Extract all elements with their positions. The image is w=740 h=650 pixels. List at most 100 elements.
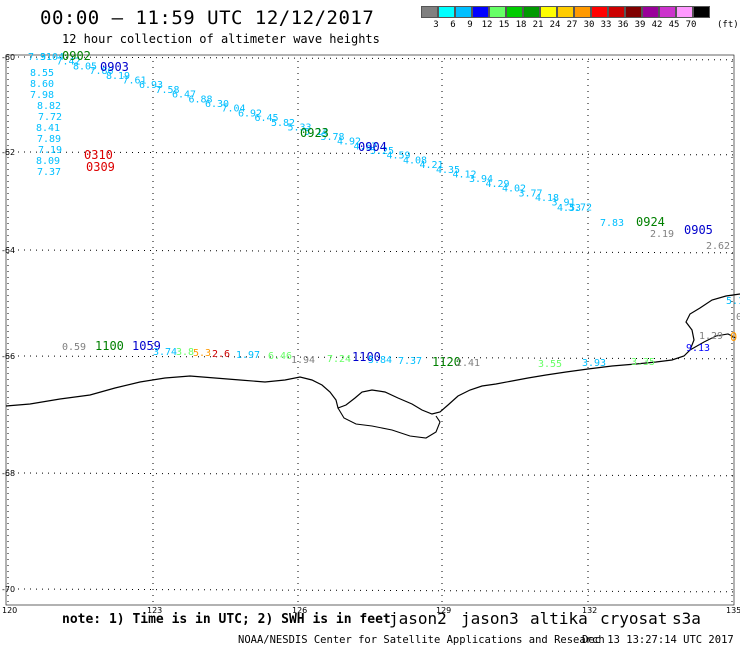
legend-swatch: 45 [659, 6, 679, 32]
legend-swatch-label: 30 [583, 20, 595, 30]
track-point: 7.61 [123, 76, 147, 87]
track-point: 6.45 [255, 113, 279, 124]
wave-height-value: 0.59 [62, 342, 86, 353]
legend-swatch-label: 21 [532, 20, 544, 30]
track-point: 6.88 [189, 94, 213, 105]
wave-height-value: 7.98 [30, 90, 54, 101]
pass-label: 0904 [358, 140, 387, 154]
legend-swatch: 70 [676, 6, 696, 32]
latitude-line [18, 588, 733, 593]
track-point: 0 [730, 330, 737, 344]
wave-height-value: 8.09 [36, 156, 60, 167]
wave-height-value: 7.31 [28, 52, 52, 63]
coastline-main [5, 293, 740, 415]
lat-tick-label: -64 [2, 246, 15, 255]
pass-label: 0903 [100, 60, 129, 74]
legend-swatch-label: 15 [498, 20, 510, 30]
lon-tick-label: 120 [2, 606, 17, 615]
track-point: 3.72 [568, 202, 592, 213]
lon-tick-label: 123 [147, 606, 162, 615]
lon-tick-label: 129 [436, 606, 451, 615]
pass-label: 1120 [432, 355, 461, 369]
wave-height-value: 4.53 [557, 203, 581, 214]
track-point: 6.46 [268, 351, 292, 362]
legend-swatch-label: 70 [685, 20, 697, 30]
track-point: 5.1 [726, 296, 740, 307]
wave-height-value: 7.19 [38, 145, 62, 156]
legend-swatch: 39 [625, 6, 645, 32]
lat-lon-grid [5, 54, 735, 606]
wave-height-value: 8.41 [36, 123, 60, 134]
track-point: 4.35 [436, 165, 460, 176]
legend-swatch-label: 45 [668, 20, 680, 30]
legend-swatch: 42 [642, 6, 662, 32]
legend-swatch-label: 3 [433, 20, 439, 30]
lat-tick-label: -62 [2, 148, 15, 157]
track-point: 1.97 [236, 350, 260, 361]
latitude-line [18, 249, 733, 254]
wave-height-value: 8.55 [30, 68, 54, 79]
legend-swatch: 18 [506, 6, 526, 32]
lon-tick-label: 132 [582, 606, 597, 615]
legend-swatch-label: 39 [634, 20, 646, 30]
legend-unit-label: (ft) [717, 20, 739, 30]
lon-tick-label: 135 [726, 606, 740, 615]
axis-tick-labels: -60 -62 -64 -66 -68 -70 120 123 126 129 132 135 [2, 53, 740, 615]
wave-height-value: 8.60 [30, 79, 54, 90]
lon-tick-label: 126 [292, 606, 307, 615]
legend-swatch: 6 [438, 6, 456, 32]
coastline-bay [337, 407, 441, 439]
satellite-s3a-label: s3a [672, 609, 701, 628]
legend-swatch-label: 27 [566, 20, 578, 30]
track-point: 7.37 [398, 356, 422, 367]
legend-swatch-label: 18 [515, 20, 527, 30]
track-point: 4.02 [502, 184, 526, 195]
wave-height-value: 1.94 [291, 355, 315, 366]
legend-swatch: 12 [472, 6, 492, 32]
track-point: 7.24 [327, 354, 351, 365]
pass-label: 0905 [684, 223, 713, 237]
track-point: 5.84 [368, 355, 392, 366]
legend-swatch: 21 [523, 6, 543, 32]
legend-swatch-label: 36 [617, 20, 629, 30]
latitude-line [18, 56, 733, 61]
track-point: 6.47 [172, 90, 196, 101]
satellite-jason2-label: jason2 [389, 609, 447, 628]
track-point: 7.58 [156, 85, 180, 96]
coastline-peninsula [689, 333, 737, 351]
track-point: 4.18 [535, 193, 559, 204]
legend-swatch: 9 [455, 6, 473, 32]
legend-swatch: 24 [540, 6, 560, 32]
track-point: 2.6 [212, 349, 230, 360]
wave-height-value: 7.72 [38, 112, 62, 123]
legend-swatch: 3 [421, 6, 439, 32]
track-point: 6.30 [205, 99, 229, 110]
page-subtitle: 12 hour collection of altimeter wave hei… [62, 32, 380, 46]
track-point: 3.94 [469, 174, 493, 185]
track-point: 7.42 [57, 57, 81, 68]
track-point: 4.67 [354, 141, 378, 152]
track-point: 3.74 [153, 347, 177, 358]
wave-height-value: 7.83 [600, 218, 624, 229]
pass-label: 1100 [95, 339, 124, 353]
legend-swatch: 15 [489, 6, 509, 32]
legend-swatch-label: 24 [549, 20, 561, 30]
legend-swatch: 30 [574, 6, 594, 32]
track-point: 4.12 [453, 170, 477, 181]
track-point: 4.29 [486, 179, 510, 190]
wave-height-value: 7.89 [37, 134, 61, 145]
wave-height-value: 2.19 [650, 229, 674, 240]
wave-height-value: 1.29 [699, 331, 723, 342]
track-point: 8.19 [106, 71, 130, 82]
latitude-line [18, 472, 733, 477]
legend-swatch [693, 6, 710, 32]
track-point: 5.14 [304, 127, 328, 138]
satellite-jason3-label: jason3 [461, 609, 519, 628]
legend-swatch-label: 9 [467, 20, 473, 30]
legend-swatch-label: 6 [450, 20, 456, 30]
credit-timestamp: Dec 13 13:27:14 UTC 2017 [582, 634, 734, 646]
track-point: 5.33 [288, 123, 312, 134]
pass-label: 1100 [352, 350, 381, 364]
